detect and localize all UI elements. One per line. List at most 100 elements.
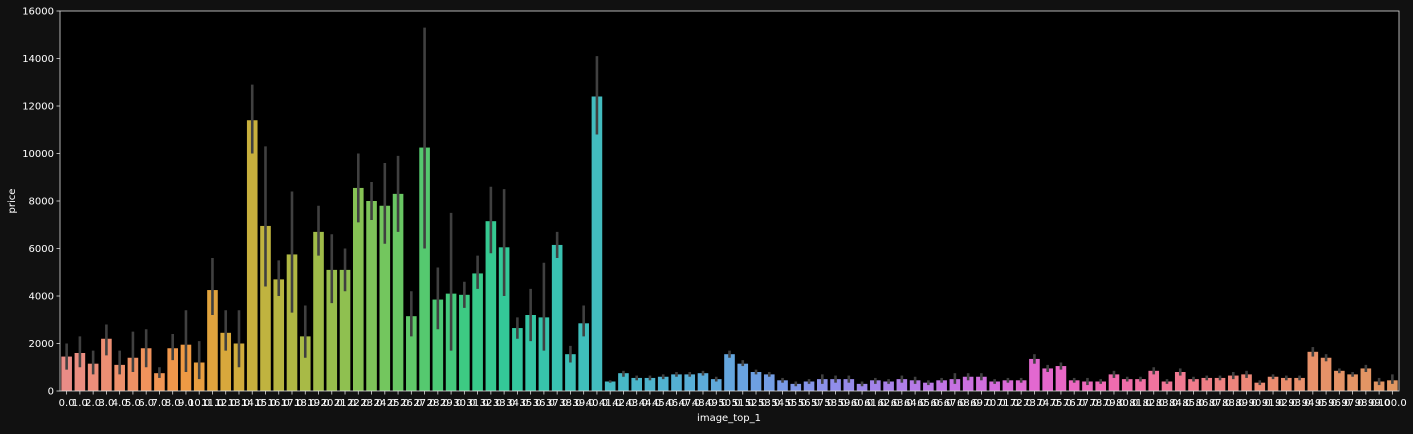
bar-49.0 [710, 379, 722, 392]
x-tick-label: 86.0 [1196, 398, 1218, 409]
x-tick-label: 53.0 [758, 398, 780, 409]
x-tick-label: 81.0 [1129, 398, 1151, 409]
x-tick-label: 13.0 [228, 398, 250, 409]
bar-80.0 [1121, 379, 1133, 392]
bar-53.0 [763, 374, 775, 392]
x-tick-label: 75.0 [1050, 398, 1072, 409]
bar-74.0 [1042, 368, 1053, 391]
bar-78.0 [1095, 381, 1107, 391]
bar-31.0 [472, 273, 483, 391]
bar-23.0 [366, 201, 377, 391]
bar-96.0 [1334, 370, 1345, 391]
x-tick-label: 85.0 [1182, 398, 1204, 409]
bar-17.0 [286, 254, 298, 391]
x-tick-label: 64.0 [904, 398, 926, 409]
x-tick-label: 34.0 [506, 398, 528, 409]
x-tick-label: 4.0 [112, 398, 128, 409]
x-tick-label: 45.0 [652, 398, 674, 409]
bar-4.0 [114, 364, 125, 392]
x-tick-label: 74.0 [1037, 398, 1059, 409]
x-tick-label: 39.0 [573, 398, 595, 409]
x-tick-label: 83.0 [1156, 398, 1178, 409]
x-tick-label: 11.0 [201, 398, 223, 409]
bar-27.0 [419, 147, 430, 391]
x-tick-label: 12.0 [215, 398, 237, 409]
bar-56.0 [803, 381, 815, 391]
x-tick-label: 69.0 [970, 398, 992, 409]
bar-39.0 [578, 323, 589, 391]
bar-15.0 [260, 225, 271, 391]
y-tick-label: 8000 [29, 197, 54, 208]
bar-55.0 [790, 383, 802, 392]
x-tick-label: 30.0 [453, 398, 475, 409]
x-tick-label: 61.0 [864, 398, 886, 409]
x-tick-label: 95.0 [1315, 398, 1337, 409]
bar-22.0 [352, 187, 364, 391]
bar-76.0 [1068, 380, 1080, 391]
x-tick-label: 58.0 [824, 398, 846, 409]
x-tick-label: 6.0 [138, 398, 154, 409]
x-tick-label: 49.0 [705, 398, 727, 409]
x-tick-label: 28.0 [427, 398, 449, 409]
x-tick-label: 46.0 [665, 398, 687, 409]
bar-89.0 [1241, 374, 1252, 392]
x-tick-label: 94.0 [1302, 398, 1324, 409]
x-axis: 0.01.02.03.04.05.06.07.08.09.010.011.012… [59, 391, 1407, 409]
bar-58.0 [830, 379, 841, 392]
bar-35.0 [525, 315, 536, 391]
bar-81.0 [1135, 379, 1146, 392]
y-tick-label: 14000 [22, 54, 54, 65]
x-tick-label: 67.0 [944, 398, 966, 409]
bar-5.0 [127, 357, 139, 391]
bar-32.0 [485, 221, 497, 391]
bar-92.0 [1281, 377, 1292, 391]
x-tick-label: 89.0 [1235, 398, 1257, 409]
x-tick-label: 60.0 [851, 398, 873, 409]
y-tick-label: 4000 [29, 292, 54, 303]
x-tick-label: 44.0 [639, 398, 661, 409]
bar-93.0 [1294, 377, 1305, 391]
bar-43.0 [631, 377, 643, 391]
bars-layer [61, 96, 1398, 392]
x-tick-label: 66.0 [930, 398, 952, 409]
x-tick-label: 65.0 [917, 398, 939, 409]
bar-84.0 [1174, 372, 1186, 391]
bar-85.0 [1188, 379, 1199, 392]
bar-46.0 [671, 374, 682, 392]
bar-97.0 [1347, 374, 1358, 392]
x-tick-label: 52.0 [745, 398, 767, 409]
bar-38.0 [565, 354, 576, 391]
x-tick-label: 80.0 [1116, 398, 1138, 409]
bar-61.0 [870, 380, 881, 391]
bar-37.0 [551, 244, 563, 391]
bar-48.0 [697, 373, 709, 391]
bar-79.0 [1108, 374, 1120, 392]
x-tick-label: 27.0 [413, 398, 435, 409]
x-tick-label: 31.0 [466, 398, 488, 409]
bar-47.0 [684, 374, 696, 392]
x-tick-label: 17.0 [281, 398, 303, 409]
bar-72.0 [1015, 380, 1027, 391]
bar-24.0 [379, 205, 391, 391]
x-tick-label: 36.0 [533, 398, 555, 409]
x-tick-label: 37.0 [546, 398, 568, 409]
x-tick-label: 32.0 [480, 398, 502, 409]
x-tick-label: 82.0 [1143, 398, 1165, 409]
x-tick-label: 3.0 [98, 398, 114, 409]
bar-94.0 [1307, 351, 1319, 391]
bar-14.0 [246, 120, 258, 391]
x-tick-label: 23.0 [360, 398, 382, 409]
bar-45.0 [657, 376, 669, 391]
y-tick-label: 12000 [22, 102, 54, 113]
x-tick-label: 9.0 [178, 398, 194, 409]
x-tick-label: 19.0 [307, 398, 329, 409]
y-tick-label: 0 [48, 387, 54, 398]
bar-16.0 [273, 279, 285, 392]
bar-100.0 [1387, 380, 1398, 391]
x-tick-label: 21.0 [334, 398, 356, 409]
bar-30.0 [459, 294, 470, 391]
y-tick-label: 2000 [29, 339, 54, 350]
x-tick-label: 41.0 [599, 398, 621, 409]
x-tick-label: 96.0 [1328, 398, 1350, 409]
x-tick-label: 54.0 [771, 398, 793, 409]
